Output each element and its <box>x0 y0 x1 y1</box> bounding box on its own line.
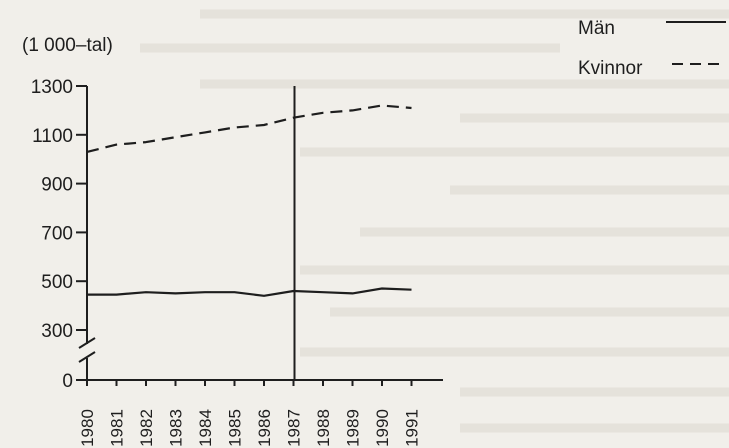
axes <box>78 86 443 381</box>
series-lines <box>86 104 412 297</box>
x-axis-ticks: 1980 1981 1982 1983 1984 1985 1986 1987 1988 1989… <box>78 380 422 447</box>
y-tick-label: 0 <box>62 371 73 392</box>
x-tick-label: 1988 <box>314 409 333 447</box>
x-tick-label: 1983 <box>167 409 186 447</box>
axis-break-mark-lower <box>78 351 96 363</box>
y-tick-label: 1100 <box>32 126 73 147</box>
x-tick-label: 1990 <box>373 409 392 447</box>
y-tick-label: 900 <box>41 175 73 196</box>
y-tick-label: 500 <box>41 272 73 293</box>
legend-label-man: Män <box>578 18 615 39</box>
series-line-man <box>87 287 412 297</box>
x-tick-label: 1982 <box>137 409 156 447</box>
y-tick-label: 700 <box>41 223 73 244</box>
x-tick-label: 1991 <box>403 409 422 447</box>
x-tick-label: 1987 <box>285 409 304 447</box>
y-tick-label: 300 <box>41 321 73 342</box>
y-tick-label: 1300 <box>31 77 73 98</box>
series-line-kvinnor <box>86 104 412 153</box>
axis-break-mark-upper <box>78 337 96 349</box>
x-tick-label: 1984 <box>196 409 215 447</box>
x-tick-label: 1980 <box>78 409 97 447</box>
legend: Män Kvinnor <box>578 18 726 79</box>
x-tick-label: 1981 <box>108 409 127 447</box>
legend-label-kvinnor: Kvinnor <box>578 58 643 79</box>
x-tick-label: 1985 <box>226 409 245 447</box>
x-tick-label: 1986 <box>255 409 274 447</box>
y-axis-ticks: 0 300 500 700 900 1100 1300 <box>31 77 87 392</box>
x-tick-label: 1989 <box>344 409 363 447</box>
y-unit-label: (1 000–tal) <box>22 35 113 56</box>
